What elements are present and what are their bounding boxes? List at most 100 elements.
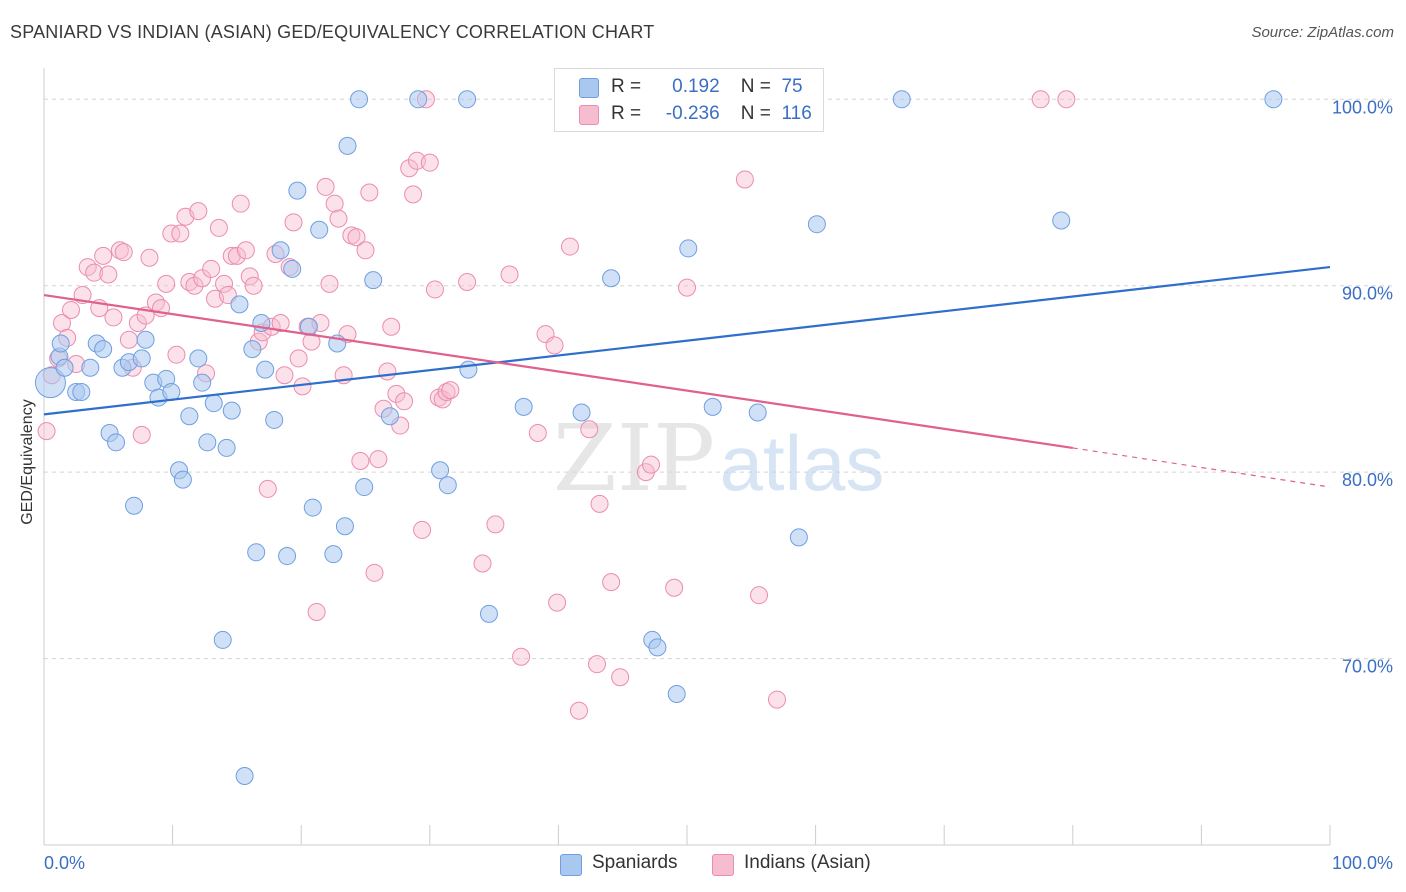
spaniards-point xyxy=(335,517,354,536)
indians-point xyxy=(458,272,477,291)
indians-point xyxy=(119,330,138,349)
source-label: Source: ZipAtlas.com xyxy=(1251,24,1394,41)
spaniards-point xyxy=(310,220,329,239)
indians-point xyxy=(382,317,401,336)
bottom-legend-label-spaniards: Spaniards xyxy=(592,852,678,873)
legend-r-label: R = xyxy=(611,103,642,124)
indians-point xyxy=(665,578,684,597)
bottom-legend-swatch-spaniards xyxy=(560,854,582,876)
indians-point xyxy=(162,224,181,243)
indians-point xyxy=(512,647,531,666)
spaniards-point xyxy=(247,543,266,562)
indians-point xyxy=(425,280,444,299)
indians-point xyxy=(569,701,588,720)
indians-point xyxy=(99,265,118,284)
y-tick-label: 80.0% xyxy=(1342,470,1393,490)
indians-trend-line xyxy=(43,293,1073,449)
spaniards-point xyxy=(1052,211,1071,230)
indians-point xyxy=(140,248,159,267)
spaniards-point xyxy=(409,90,428,109)
trend-lines xyxy=(43,265,1331,488)
indians-point xyxy=(404,185,423,204)
legend-n-label: N = xyxy=(740,76,771,97)
spaniards-point xyxy=(94,340,113,359)
spaniards-trend-line xyxy=(43,265,1331,416)
indians-point xyxy=(236,241,255,260)
indians-point xyxy=(275,366,294,385)
indians-point xyxy=(222,246,241,265)
spaniards-point xyxy=(243,340,262,359)
indians-point xyxy=(325,194,344,213)
y-tick-labels: 70.0% 80.0% 90.0% 100.0% xyxy=(1332,97,1393,676)
y-tick-label: 90.0% xyxy=(1342,284,1393,304)
legend-swatch-spaniards xyxy=(579,78,599,98)
indians-point xyxy=(560,237,579,256)
legend-swatch-indians xyxy=(579,105,599,125)
indians-point xyxy=(590,494,609,513)
indians-point xyxy=(580,420,599,439)
indians-point xyxy=(395,392,414,411)
indians-point xyxy=(240,267,259,286)
indians-point xyxy=(351,451,370,470)
indians-point xyxy=(307,602,326,621)
spaniards-point xyxy=(679,239,698,258)
legend-n-value: 75 xyxy=(781,76,803,97)
indians-point xyxy=(602,573,621,592)
indians-point xyxy=(441,381,460,400)
indians-point xyxy=(320,274,339,293)
legend-text-indians: R = -0.236 N = 116 xyxy=(611,103,812,125)
indians-point xyxy=(258,479,277,498)
indians-point xyxy=(231,194,250,213)
indians-point xyxy=(768,690,787,709)
legend-text-spaniards: R = 0.192 N = 75 xyxy=(611,76,803,98)
indians-point xyxy=(360,183,379,202)
spaniards-point xyxy=(283,259,302,278)
spaniards-point xyxy=(222,401,241,420)
indians-point xyxy=(378,362,397,381)
indians-point xyxy=(215,274,234,293)
spaniards-point xyxy=(350,90,369,109)
indians-point xyxy=(611,668,630,687)
indians-point xyxy=(271,314,290,332)
watermark-atlas: atlas xyxy=(720,419,885,507)
indians-point xyxy=(587,655,606,674)
bottom-legend-swatch-indians xyxy=(712,854,734,876)
spaniards-point xyxy=(892,90,911,109)
legend-r-value: -0.236 xyxy=(665,103,720,124)
indians-point xyxy=(500,265,519,284)
watermark: ZIP atlas xyxy=(553,405,884,512)
indians-point xyxy=(132,425,151,444)
spaniards-point xyxy=(364,271,383,290)
indians-point xyxy=(209,218,228,237)
spaniards-point xyxy=(256,360,275,379)
indians-point xyxy=(37,422,56,441)
spaniards-point xyxy=(288,181,307,200)
spaniards-point xyxy=(107,433,126,452)
y-tick-label: 70.0% xyxy=(1342,657,1393,677)
indians-point xyxy=(1057,90,1076,109)
spaniards-point xyxy=(125,496,144,515)
spaniards-point xyxy=(438,476,457,495)
spaniards-point xyxy=(602,269,621,288)
spaniards-point xyxy=(789,528,808,547)
indians-point xyxy=(114,243,133,262)
spaniards-point xyxy=(217,438,236,457)
indians-point xyxy=(420,153,439,172)
spaniards-point xyxy=(355,478,374,497)
spaniards-point xyxy=(271,241,290,260)
indians-point xyxy=(202,259,221,278)
indians-point xyxy=(185,276,204,295)
spaniards-point xyxy=(72,382,91,401)
spaniards-point xyxy=(431,461,450,480)
indians-point xyxy=(486,515,505,534)
spaniards-point xyxy=(162,382,181,401)
watermark-zip: ZIP xyxy=(553,405,715,512)
indians-point xyxy=(128,314,147,332)
indians-point xyxy=(62,300,81,319)
indians-point xyxy=(244,276,263,295)
bottom-legend-label-indians: Indians (Asian) xyxy=(744,852,871,873)
indians-point xyxy=(365,563,384,582)
indians-point xyxy=(171,224,190,243)
indians-point xyxy=(387,384,406,403)
